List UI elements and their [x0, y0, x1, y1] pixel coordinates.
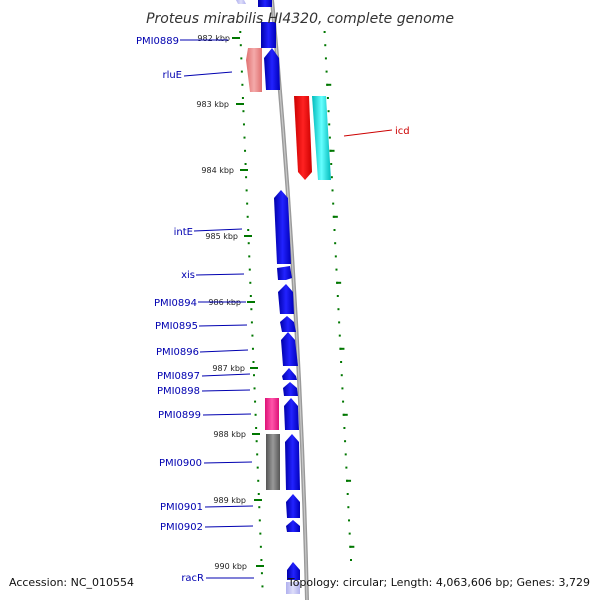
feature-pmi0900-pseudo [266, 434, 280, 490]
kbp-tick-label: 985 kbp [205, 232, 238, 241]
gene-label[interactable]: icd [395, 126, 410, 137]
feature-pmi0888-top [258, 0, 272, 7]
feature-pmi0896 [281, 332, 298, 366]
kbp-tick-label: 988 kbp [213, 430, 246, 439]
genome-summary-text: Topology: circular; Length: 4,063,606 bp… [287, 576, 590, 589]
gene-label[interactable]: PMI0900 [159, 458, 202, 469]
kbp-tick-label: 990 kbp [214, 562, 247, 571]
tick-track-left [239, 31, 264, 588]
gene-label[interactable]: PMI0889 [136, 36, 179, 47]
kbp-tick-label: 982 kbp [197, 34, 230, 43]
feature-pmi0899 [284, 398, 299, 430]
feature-pmi0894 [278, 284, 294, 314]
gene-label[interactable]: racR [181, 573, 204, 584]
accession-text: Accession: NC_010554 [9, 576, 134, 589]
genome-title: Proteus mirabilis HI4320, complete genom… [146, 11, 454, 27]
feature-xis [277, 266, 292, 280]
gene-label[interactable]: PMI0896 [156, 347, 199, 358]
feature-pmi0898 [283, 382, 298, 396]
kbp-tick-label: 989 kbp [213, 496, 246, 505]
gene-label[interactable]: PMI0901 [160, 502, 203, 513]
feature-pmi0895 [280, 316, 296, 332]
feature-pmi0899-rna [265, 398, 279, 430]
feature-pmi0901 [286, 494, 300, 518]
feature-pmi0889 [261, 22, 276, 48]
feature-pmi0897 [282, 368, 297, 380]
gene-label[interactable]: PMI0895 [155, 321, 198, 332]
gene-label[interactable]: PMI0902 [160, 522, 203, 533]
feature-rluE-reverse [246, 48, 262, 92]
gene-leaders [180, 39, 393, 579]
gene-label[interactable]: PMI0897 [157, 371, 200, 382]
feature-rluE [264, 48, 280, 90]
feature-racR-lavender [286, 582, 300, 594]
feature-pmi0900 [285, 434, 300, 490]
tick-track-right [323, 31, 355, 561]
gene-label[interactable]: rluE [162, 70, 182, 81]
gene-label[interactable]: intE [174, 227, 193, 238]
feature-racR [287, 562, 300, 580]
feature-icd-red [294, 96, 312, 180]
gene-label[interactable]: PMI0899 [158, 410, 201, 421]
feature-intE [274, 190, 291, 264]
gene-label[interactable]: xis [181, 270, 195, 281]
kbp-tick-label: 983 kbp [196, 100, 229, 109]
gene-label[interactable]: PMI0894 [154, 298, 197, 309]
gene-labels: PMI0889 rluE icd intE xis PMI0894 PMI089… [136, 36, 410, 584]
feature-lavender [236, 0, 246, 4]
gene-label[interactable]: PMI0898 [157, 386, 200, 397]
feature-track [236, 0, 331, 594]
feature-icd-cyan [312, 96, 331, 180]
kbp-tick-label: 984 kbp [201, 166, 234, 175]
feature-pmi0902 [286, 520, 300, 532]
kbp-tick-label: 987 kbp [212, 364, 245, 373]
